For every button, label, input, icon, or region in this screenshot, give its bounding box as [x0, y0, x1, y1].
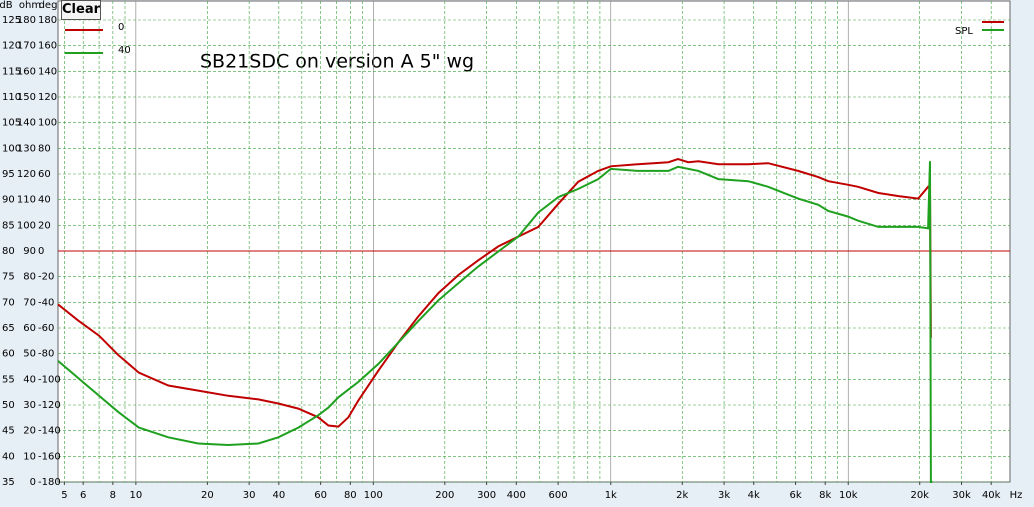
y-tick-label: 90: [2, 195, 15, 206]
y-tick-label: 75: [2, 272, 15, 283]
y-axis-title: dB: [0, 0, 13, 11]
x-tick-label: 6k: [789, 490, 801, 501]
clear-button[interactable]: Clear: [61, 0, 101, 20]
y-tick-label: 65: [2, 323, 15, 334]
x-tick-label: 30: [243, 490, 256, 501]
x-tick-label: 20: [201, 490, 214, 501]
plot-area: [57, 0, 1011, 483]
y-tick-label: 115: [2, 66, 21, 77]
y-tick-label: 50: [2, 400, 15, 411]
y-tick-label: 70: [2, 297, 15, 308]
y3-tick-label: 160: [38, 41, 57, 52]
y3-tick-label: 140: [38, 66, 57, 77]
x-tick-label: 8k: [819, 490, 831, 501]
y3-tick-label: -180: [38, 477, 61, 488]
x-tick-label: 60: [314, 490, 327, 501]
y3-tick-label: 40: [38, 195, 51, 206]
y2-tick-label: 60: [23, 323, 36, 334]
x-tick-label: 10k: [839, 490, 858, 501]
y2-tick-label: 180: [17, 15, 36, 26]
y2-tick-label: 0: [30, 477, 36, 488]
y2-tick-label: 170: [17, 41, 36, 52]
y-tick-label: 40: [2, 451, 15, 462]
x-tick-label: 10: [129, 490, 142, 501]
y2-tick-label: 160: [17, 66, 36, 77]
y3-tick-label: -20: [38, 272, 54, 283]
legend-label: 0: [118, 22, 124, 33]
y-tick-label: 55: [2, 374, 15, 385]
x-tick-label: 2k: [676, 490, 688, 501]
y2-tick-label: 50: [23, 349, 36, 360]
y2-tick-label: 20: [23, 426, 36, 437]
x-tick-label: 100: [364, 490, 383, 501]
y2-tick-label: 30: [23, 400, 36, 411]
x-tick-label: 1k: [605, 490, 617, 501]
y3-tick-label: 100: [38, 118, 57, 129]
y2-tick-label: 120: [17, 169, 36, 180]
y2-tick-label: 70: [23, 297, 36, 308]
y3-axis-title: deg: [39, 0, 58, 11]
y3-tick-label: -160: [38, 451, 61, 462]
y2-tick-label: 130: [17, 143, 36, 154]
y2-tick-label: 140: [17, 118, 36, 129]
y2-tick-label: 110: [17, 195, 36, 206]
y2-axis-title: ohm: [19, 0, 41, 11]
x-tick-label: 200: [435, 490, 454, 501]
y2-tick-label: 10: [23, 451, 36, 462]
y-tick-label: 110: [2, 92, 21, 103]
y3-tick-label: 20: [38, 220, 51, 231]
x-tick-label: 3k: [718, 490, 730, 501]
y3-tick-label: -140: [38, 426, 61, 437]
x-tick-label: 600: [549, 490, 568, 501]
y-tick-label: 80: [2, 246, 15, 257]
x-tick-label: 40: [272, 490, 285, 501]
y2-tick-label: 100: [17, 220, 36, 231]
y3-tick-label: -80: [38, 349, 54, 360]
x-tick-label: 20k: [910, 490, 929, 501]
x-axis-title: Hz: [1010, 490, 1023, 501]
y3-tick-label: -100: [38, 374, 61, 385]
y-tick-label: 45: [2, 426, 15, 437]
y3-tick-label: 120: [38, 92, 57, 103]
y2-tick-label: 150: [17, 92, 36, 103]
y-tick-label: 105: [2, 118, 21, 129]
y3-tick-label: -40: [38, 297, 54, 308]
legend-label: SPL: [955, 26, 973, 37]
y2-tick-label: 90: [23, 246, 36, 257]
y2-tick-label: 40: [23, 374, 36, 385]
x-tick-label: 6: [80, 490, 86, 501]
x-tick-label: 80: [344, 490, 357, 501]
x-tick-label: 400: [507, 490, 526, 501]
y3-tick-label: 80: [38, 143, 51, 154]
y3-tick-label: 180: [38, 15, 57, 26]
x-tick-label: 4k: [748, 490, 760, 501]
y-tick-label: 60: [2, 349, 15, 360]
x-tick-label: 40k: [982, 490, 1001, 501]
series-line: [57, 158, 932, 428]
y3-tick-label: -120: [38, 400, 61, 411]
legend-label: 40: [118, 45, 131, 56]
y3-tick-label: 60: [38, 169, 51, 180]
y3-tick-label: -60: [38, 323, 54, 334]
y-tick-label: 125: [2, 15, 21, 26]
x-tick-label: 8: [110, 490, 116, 501]
y-tick-label: 95: [2, 169, 15, 180]
y-tick-label: 100: [2, 143, 21, 154]
y-tick-label: 85: [2, 220, 15, 231]
x-tick-label: 30k: [952, 490, 971, 501]
series-line: [57, 161, 933, 483]
x-tick-label: 300: [477, 490, 496, 501]
y3-tick-label: 0: [38, 246, 44, 257]
y-tick-label: 120: [2, 41, 21, 52]
x-tick-label: 5: [61, 490, 67, 501]
annotation: SB21SDC on version A 5" wg: [200, 51, 474, 73]
y2-tick-label: 80: [23, 272, 36, 283]
y-tick-label: 35: [2, 477, 15, 488]
